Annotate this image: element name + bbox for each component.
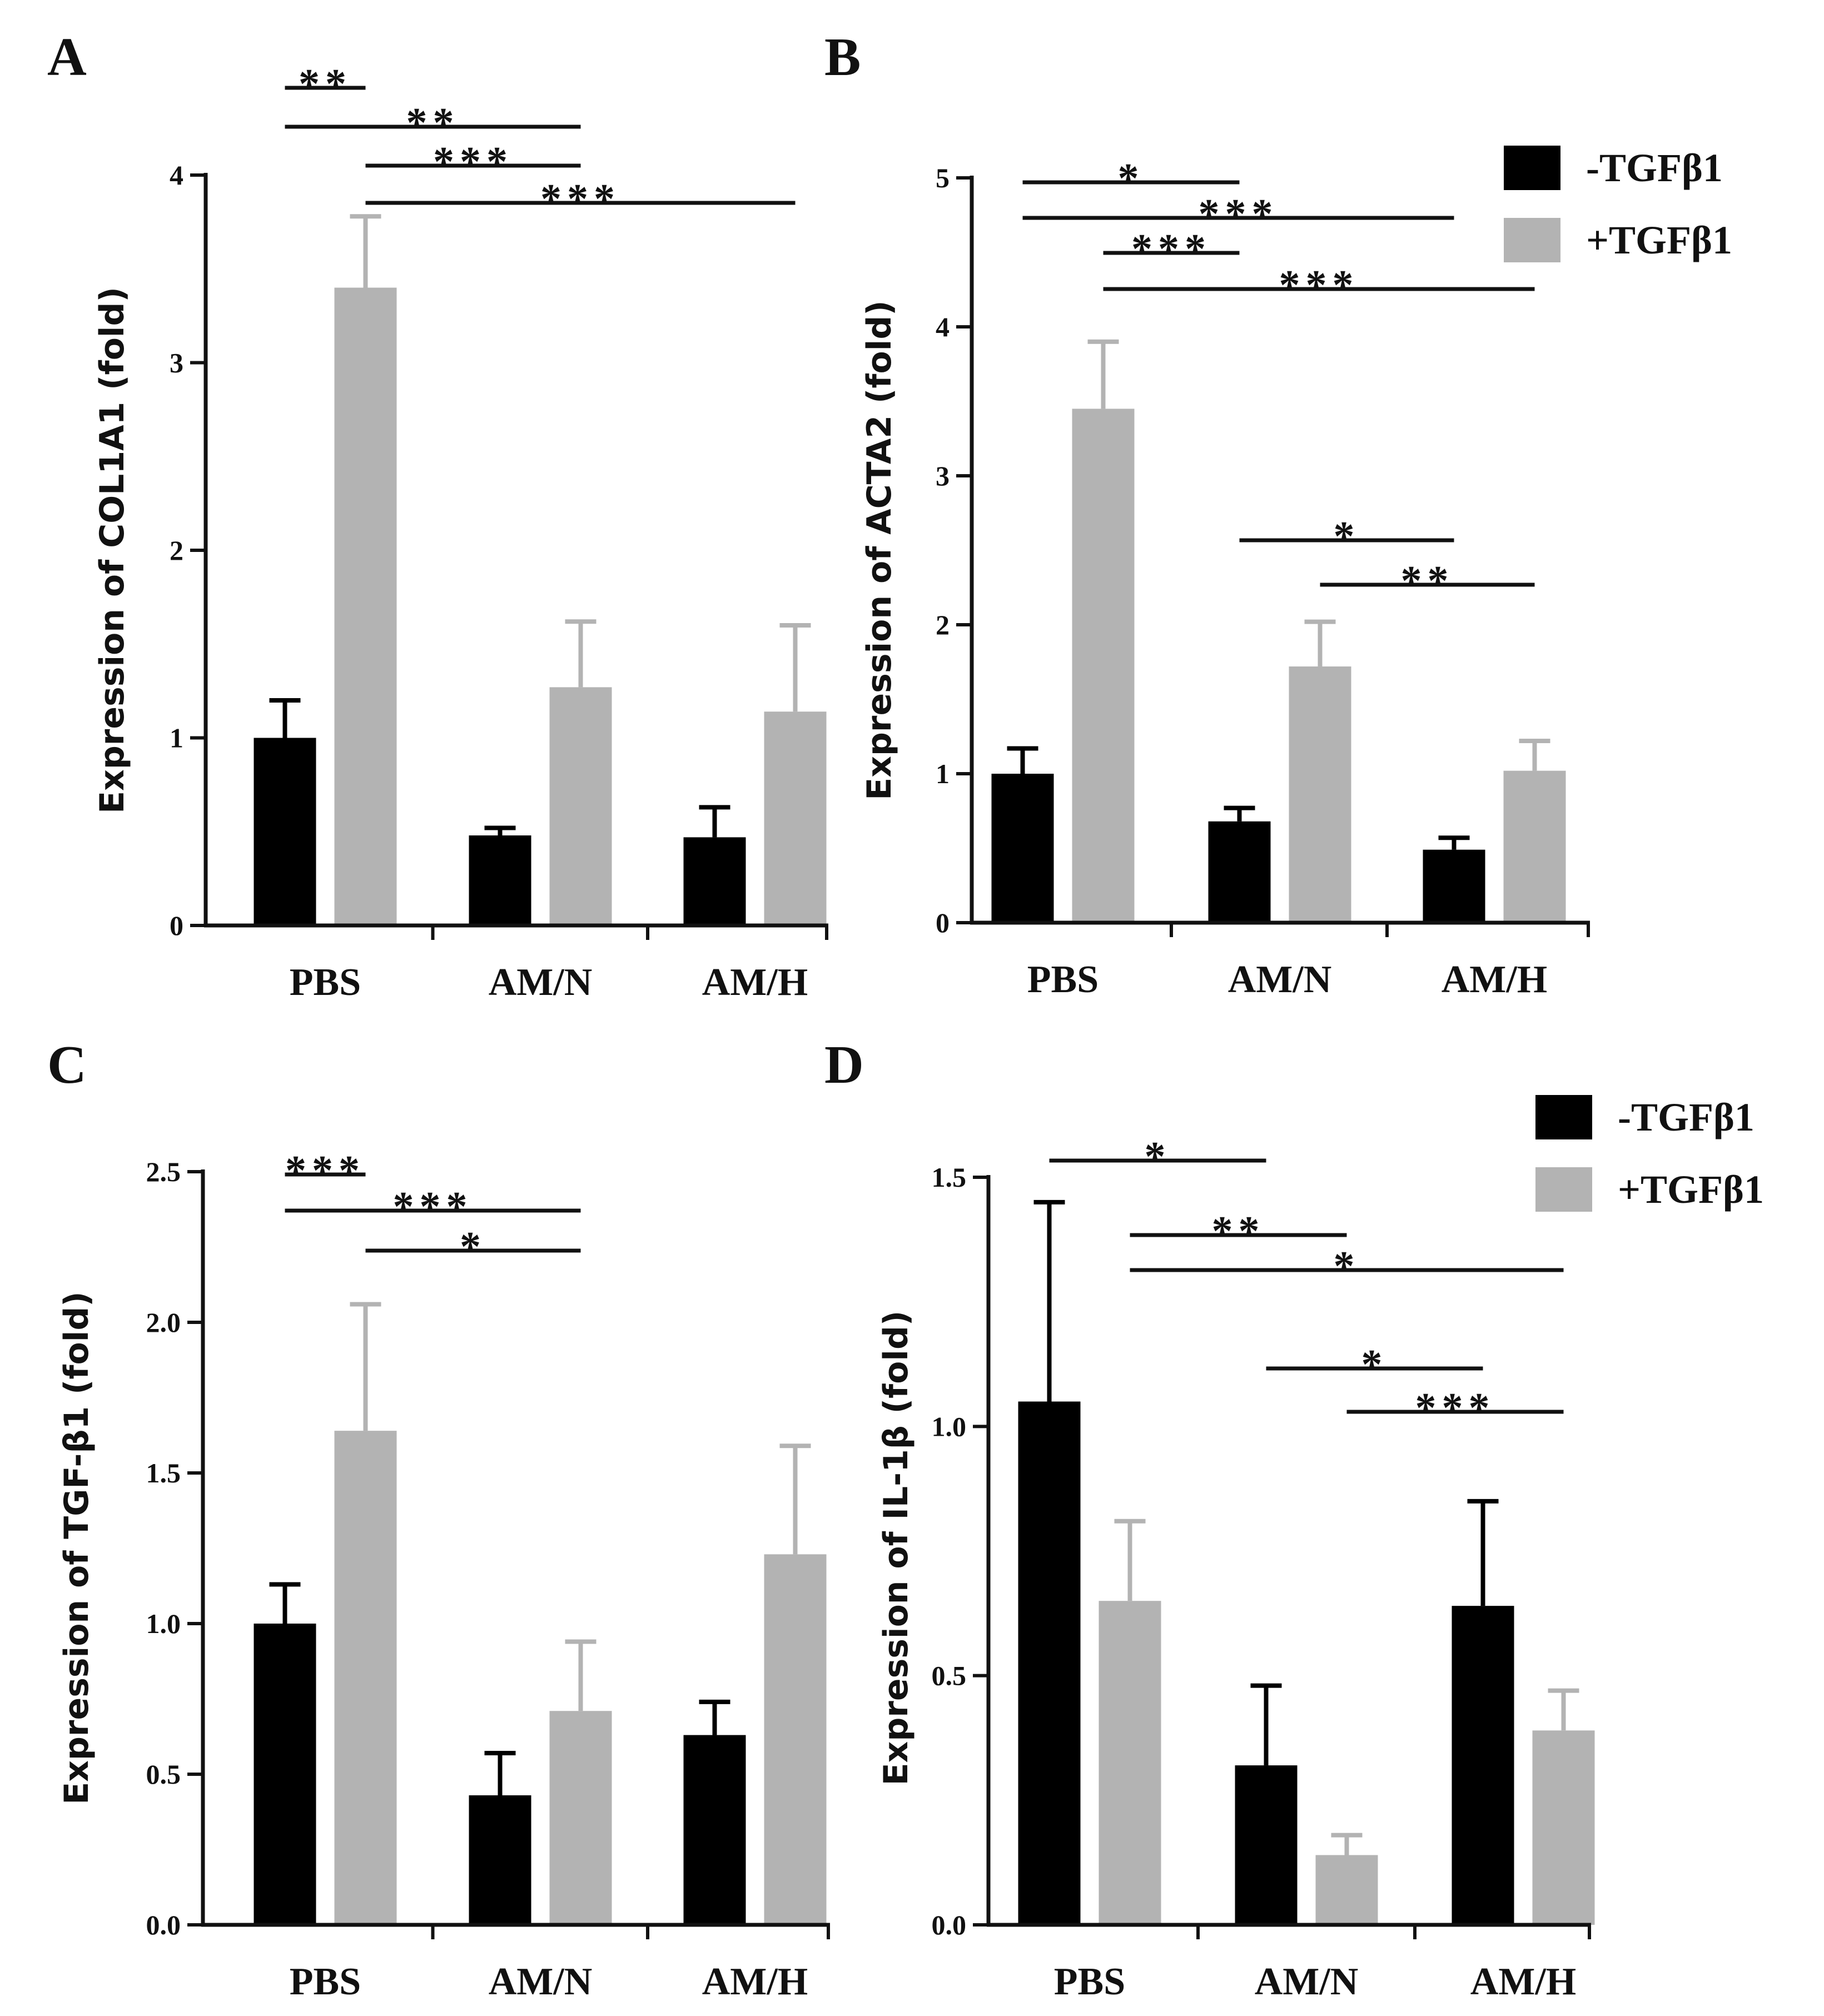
significance-stars: ** <box>406 99 460 146</box>
legend-swatch-minus <box>1504 146 1560 190</box>
y-tick-label: 2 <box>936 609 950 640</box>
panel-letter: A <box>47 27 87 87</box>
bar-am-h-plus <box>1503 770 1566 923</box>
legend-label-minus: -TGFβ1 <box>1586 146 1723 190</box>
y-tick-label: 2.0 <box>146 1307 181 1338</box>
legend: -TGFβ1 +TGFβ1 <box>1504 146 1732 262</box>
x-category-label: PBS <box>1054 1960 1125 2003</box>
significance-stars: *** <box>393 1183 473 1230</box>
x-category-label: AM/H <box>1442 958 1548 1001</box>
y-tick-label: 3 <box>170 347 183 379</box>
bar-am-n-minus <box>469 835 531 925</box>
panel-c: C 0.0 0.5 1.0 1.5 2.0 2.5 PBS AM/N AM/H Expression… <box>47 1035 830 2003</box>
significance-stars: * <box>1145 1133 1171 1180</box>
panel-d: D 0.0 0.5 1.0 1.5 PBS AM/N AM/H Expression of IL… <box>824 1035 1595 2003</box>
y-axis-title: Expression of IL-1β (fold) <box>877 1311 916 1786</box>
y-tick-label: 1.5 <box>146 1457 181 1489</box>
x-category-label: PBS <box>290 961 361 1004</box>
significance-stars: *** <box>433 138 513 185</box>
bar-am-n-minus <box>469 1795 531 1925</box>
y-tick-label: 3 <box>936 460 950 491</box>
panel-letter: D <box>824 1035 864 1095</box>
x-category-label: AM/N <box>489 1960 593 2003</box>
bar-pbs-minus <box>1018 1401 1081 1925</box>
significance-stars: * <box>1361 1341 1388 1388</box>
panel-letter: B <box>824 27 861 87</box>
bar-am-n-plus <box>549 687 612 925</box>
bar-am-n-plus <box>1315 1855 1378 1925</box>
panel-letter: C <box>47 1035 87 1095</box>
y-tick-label: 5 <box>936 162 950 193</box>
x-category-label: AM/H <box>702 1960 808 2003</box>
legend-swatch-minus <box>1535 1095 1592 1139</box>
significance-stars: * <box>460 1223 486 1270</box>
bar-am-h-plus <box>1532 1730 1595 1925</box>
y-tick-label: 0.0 <box>932 1909 967 1940</box>
significance-stars: *** <box>1415 1385 1495 1431</box>
x-category-label: AM/N <box>1255 1960 1359 2003</box>
y-tick-label: 2.5 <box>146 1156 181 1187</box>
y-tick-label: 2 <box>170 535 183 566</box>
y-tick-label: 1.0 <box>146 1608 181 1639</box>
legend-swatch-plus <box>1504 218 1560 262</box>
legend-swatch-plus <box>1535 1167 1592 1212</box>
legend-label-plus: +TGFβ1 <box>1618 1167 1764 1212</box>
bar-am-h-minus <box>1423 849 1485 923</box>
significance-stars: *** <box>285 1147 365 1194</box>
y-tick-label: 1 <box>936 758 950 789</box>
y-tick-label: 0.5 <box>932 1660 967 1691</box>
y-tick-label: 0 <box>170 910 183 941</box>
bar-am-n-minus <box>1235 1765 1298 1925</box>
significance-stars: ** <box>1212 1208 1265 1255</box>
significance-stars: * <box>1334 513 1360 560</box>
bar-pbs-plus <box>334 287 397 925</box>
significance-stars: *** <box>1279 262 1359 308</box>
panel-a: A 0 1 2 3 4 PBS AM/N AM/H Expression of COL1A1 (f… <box>47 27 828 1004</box>
bar-am-h-plus <box>764 711 827 925</box>
legend-label-minus: -TGFβ1 <box>1618 1095 1755 1139</box>
x-category-label: AM/H <box>702 961 808 1004</box>
y-tick-label: 1.5 <box>932 1162 967 1193</box>
x-category-label: PBS <box>1027 958 1099 1001</box>
bar-am-h-minus <box>1452 1606 1514 1925</box>
y-tick-label: 0.5 <box>146 1759 181 1790</box>
bar-pbs-plus <box>1099 1601 1161 1925</box>
y-tick-label: 4 <box>936 311 950 342</box>
y-tick-label: 0.0 <box>146 1909 181 1940</box>
x-category-label: AM/H <box>1470 1960 1577 2003</box>
bar-am-n-plus <box>549 1711 612 1925</box>
y-axis-title: Expression of TGF-β1 (fold) <box>57 1291 96 1804</box>
bar-pbs-minus <box>254 1624 316 1925</box>
bar-am-n-minus <box>1208 821 1271 923</box>
y-axis-title: Expression of COL1A1 (fold) <box>93 287 132 814</box>
significance-stars: * <box>1334 1243 1360 1290</box>
significance-stars: *** <box>1131 226 1211 272</box>
x-category-label: PBS <box>290 1960 361 2003</box>
y-tick-label: 4 <box>170 160 183 191</box>
bar-am-h-plus <box>764 1554 827 1925</box>
panel-b: B 0 1 2 3 4 5 PBS AM/N AM/H Expression of ACTA2 (f… <box>824 27 1590 1001</box>
bar-am-n-plus <box>1289 666 1351 923</box>
bar-pbs-plus <box>1072 409 1135 923</box>
x-category-label: AM/N <box>489 961 593 1004</box>
bar-pbs-minus <box>254 738 316 925</box>
significance-stars: *** <box>540 176 620 222</box>
significance-stars: ** <box>299 61 352 107</box>
bar-am-h-minus <box>683 837 746 925</box>
bar-am-h-minus <box>683 1735 746 1925</box>
bar-pbs-minus <box>991 774 1054 923</box>
legend-label-plus: +TGFβ1 <box>1586 218 1732 262</box>
legend: -TGFβ1 +TGFβ1 <box>1535 1095 1764 1212</box>
x-category-label: AM/N <box>1228 958 1332 1001</box>
y-tick-label: 1.0 <box>932 1411 967 1442</box>
significance-stars: *** <box>1199 191 1279 237</box>
significance-stars: * <box>1118 155 1145 202</box>
y-axis-title: Expression of ACTA2 (fold) <box>860 300 899 800</box>
y-tick-label: 0 <box>936 907 950 938</box>
bar-pbs-plus <box>334 1431 397 1925</box>
significance-stars: ** <box>1401 557 1454 604</box>
y-tick-label: 1 <box>170 723 183 754</box>
